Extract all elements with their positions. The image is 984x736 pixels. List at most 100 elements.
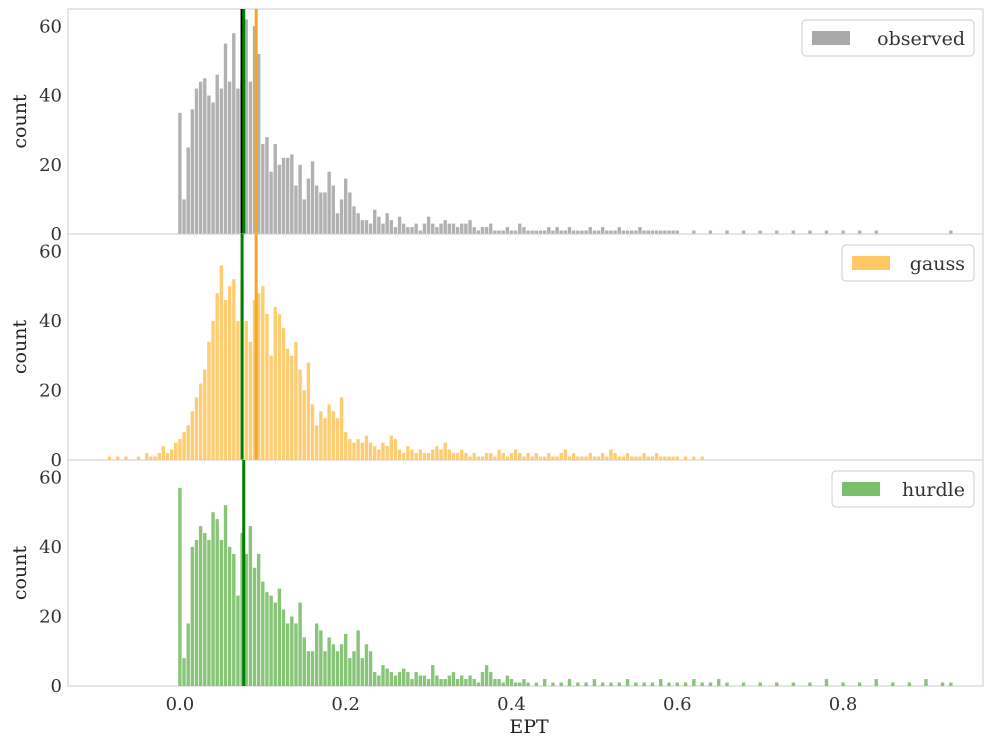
histogram-bar [252,300,257,460]
histogram-bar [634,456,638,460]
histogram-bar [331,411,335,460]
histogram-bar [207,539,211,686]
histogram-bar [924,679,928,686]
histogram-bar [542,679,547,686]
histogram-bar [244,320,248,460]
histogram-bar [741,230,746,234]
histogram-bar [949,230,953,234]
histogram-bar [381,442,385,460]
histogram-bar [344,432,348,460]
histogram-bar [534,682,539,686]
histogram-bar [402,668,406,686]
histogram-bar [426,679,431,686]
histogram-bar [256,553,261,686]
histogram-bar [227,286,232,460]
histogram-bar [373,672,377,686]
histogram-bar [207,341,211,460]
histogram-bar [215,74,219,235]
histogram-bar [281,609,286,686]
histogram-bar [314,425,319,460]
histogram-bar [567,227,572,234]
histogram-bar [580,230,584,234]
histogram-bar [625,679,630,686]
histogram-bar [542,456,547,460]
histogram-bar [186,623,190,686]
x-tick-label: 0.0 [166,694,195,715]
histogram-bar [385,213,389,234]
histogram-bar [227,546,232,686]
histogram-bar [422,453,427,460]
histogram-bar [874,230,878,234]
histogram-bar [352,206,356,234]
histogram-bar [418,230,423,234]
histogram-bar [344,633,348,686]
histogram-bar [232,33,236,235]
histogram-bar [368,651,373,686]
histogram-bar [306,178,311,234]
histogram-bar [650,230,655,234]
histogram-bar [625,230,630,234]
histogram-bar [451,223,456,234]
histogram-bar [227,81,232,234]
histogram-bar [290,154,294,234]
histogram-bar [203,533,207,686]
y-tick-label: 0 [51,676,62,697]
panel-observed: 0 20 40 60 count observed [9,8,984,245]
histogram-bar [397,449,402,460]
histogram-bar [460,223,464,234]
histogram-bar [414,453,418,460]
histogram-bar [215,293,219,460]
histogram-bar [667,682,671,686]
histogram-bar [402,223,406,234]
histogram-bar [236,88,240,235]
histogram-bar [534,453,539,460]
histogram-bar [513,230,518,234]
histogram-bar [758,230,762,234]
histogram-bar [157,453,161,460]
histogram-bar [265,313,269,460]
histogram-bar [518,682,522,686]
histogram-bar [124,456,128,460]
legend-box [841,244,975,282]
histogram-bar [497,679,501,686]
histogram-bar [248,341,253,460]
legend-label: gauss [910,253,965,275]
histogram-bar [567,679,572,686]
histogram-bar [344,178,348,234]
histogram-bar [484,453,489,460]
histogram-bar [464,453,468,460]
histogram-bar [165,453,170,460]
histogram-bar [576,456,580,460]
histogram-bar [223,43,228,235]
histogram-bar [600,453,605,460]
histogram-bar [178,112,182,234]
histogram-bar [580,456,584,460]
histogram-bar [692,230,696,234]
histogram-bar [692,456,696,460]
histogram-bar [348,192,352,234]
histogram-bar [194,397,199,460]
histogram-bar [584,682,588,686]
histogram-bar [576,682,580,686]
histogram-bar [352,651,356,686]
histogram-bar [198,81,203,234]
histogram-bar [252,26,257,235]
histogram-bar [261,581,265,686]
histogram-bar [431,223,435,234]
histogram-bar [136,456,141,460]
histogram-bar [484,227,489,234]
histogram-bar [244,19,248,234]
histogram-bar [116,456,120,460]
histogram-bar [741,682,746,686]
histogram-bar [571,453,576,460]
y-tick-label: 60 [39,467,62,488]
histogram-bar [638,456,642,460]
histogram-bar [489,453,493,460]
histogram-bar [285,348,290,460]
histogram-bar [518,223,522,234]
histogram-bar [841,230,845,234]
histogram-bar [447,675,452,686]
histogram-bar [617,227,621,234]
histogram-bar [600,227,605,234]
